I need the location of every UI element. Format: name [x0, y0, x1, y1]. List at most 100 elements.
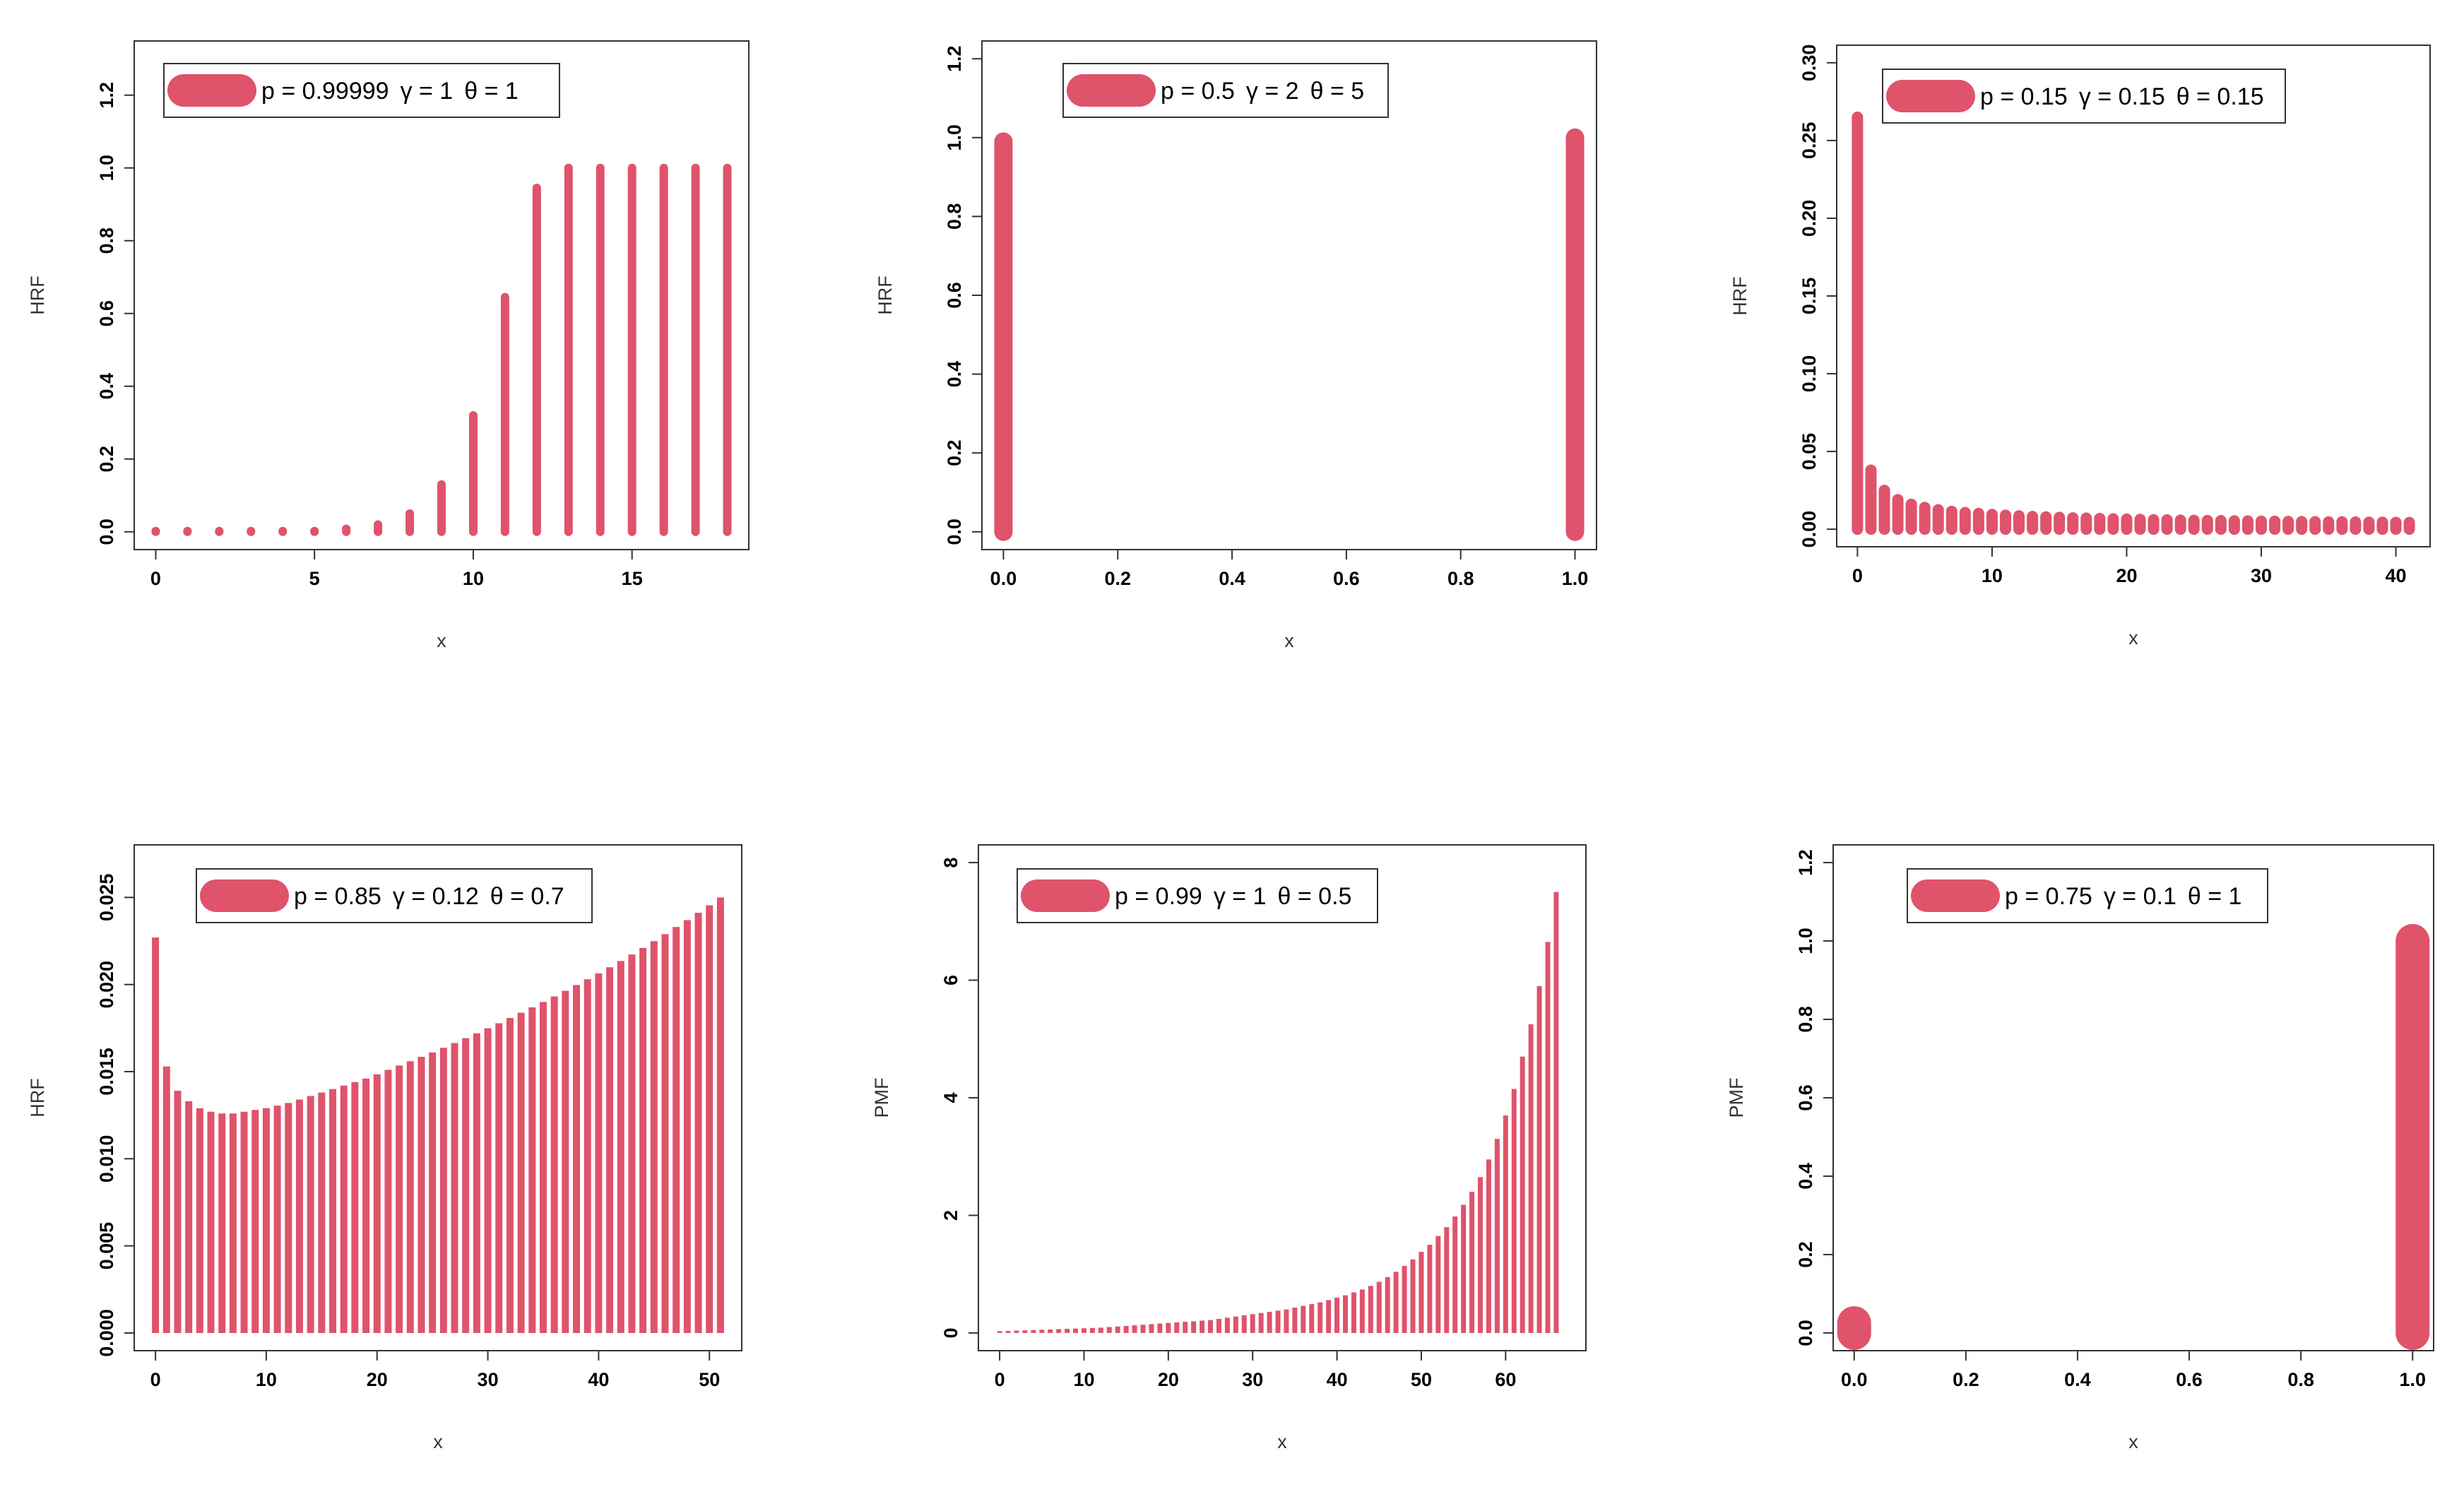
legend-theta: θ = 0.7: [490, 883, 564, 910]
legend-label: p = 0.99 γ = 1 θ = 0.5: [1115, 883, 1351, 910]
x-tick-label: 0.6: [1333, 568, 1360, 589]
legend-p: p = 0.5: [1161, 78, 1235, 105]
y-tick-label: 2: [940, 1210, 961, 1221]
y-tick-label: 1.2: [96, 82, 117, 109]
x-tick-label: 0.2: [1104, 568, 1131, 589]
legend: p = 0.15 γ = 0.15 θ = 0.15: [1882, 69, 2286, 124]
y-tick-label: 0.000: [96, 1309, 117, 1357]
x-tick-label: 10: [463, 568, 484, 589]
legend-theta: θ = 5: [1310, 78, 1365, 105]
panel-hrf-a: 0 5 10 15 0.0 0.2 0.4 0.6 0.8 1.0 1.2 x HRF p = 0.999…: [27, 40, 750, 651]
x-tick-label: 10: [1073, 1369, 1094, 1390]
x-axis-title: x: [437, 630, 446, 651]
y-tick-label: 0.2: [944, 439, 965, 466]
x-tick-label: 0: [150, 1369, 161, 1390]
legend-theta: θ = 1: [2188, 883, 2242, 910]
y-tick-label: 0.005: [96, 1222, 117, 1270]
x-tick-label: 20: [2116, 565, 2137, 586]
legend-theta: θ = 0.5: [1278, 883, 1352, 910]
x-tick-label: 0.0: [1841, 1369, 1868, 1390]
y-tick-label: 0.15: [1799, 278, 1820, 315]
y-tick-label: 0.8: [1795, 1006, 1816, 1033]
legend-label: p = 0.5 γ = 2 θ = 5: [1161, 78, 1364, 105]
x-tick-label: 50: [1411, 1369, 1432, 1390]
x-tick-label: 30: [478, 1369, 499, 1390]
x-tick-label: 50: [699, 1369, 720, 1390]
x-tick-label: 40: [1327, 1369, 1348, 1390]
y-tick-label: 0.8: [944, 203, 965, 230]
x-tick-label: 1.0: [1562, 568, 1589, 589]
y-tick-label: 1.2: [1795, 849, 1816, 876]
legend: p = 0.75 γ = 0.1 θ = 1: [1907, 868, 2268, 923]
legend-gamma: γ = 0.15: [2079, 83, 2165, 110]
x-tick-label: 30: [1242, 1369, 1263, 1390]
y-tick-label: 0.05: [1799, 433, 1820, 470]
legend-p: p = 0.75: [2005, 883, 2092, 910]
y-tick-label: 0.0: [1795, 1320, 1816, 1346]
x-tick-label: 0: [150, 568, 161, 589]
x-tick-label: 0.2: [1953, 1369, 1979, 1390]
y-tick-label: 0.2: [1795, 1241, 1816, 1268]
y-tick-label: 4: [940, 1092, 961, 1103]
x-tick-label: 20: [1158, 1369, 1179, 1390]
y-tick-label: 0.25: [1799, 122, 1820, 160]
legend: p = 0.99999 γ = 1 θ = 1: [163, 63, 560, 118]
x-axis-title: x: [433, 1431, 443, 1452]
y-tick-label: 0.4: [1795, 1163, 1816, 1190]
x-tick-label: 60: [1495, 1369, 1516, 1390]
y-tick-label: 0.4: [96, 373, 117, 400]
y-tick-label: 0.00: [1799, 511, 1820, 548]
legend-p: p = 0.85: [294, 883, 381, 910]
x-tick-label: 5: [309, 568, 320, 589]
y-tick-label: 0.025: [96, 874, 117, 922]
x-tick-label: 1.0: [2399, 1369, 2426, 1390]
x-tick-label: 10: [256, 1369, 277, 1390]
y-tick-label: 0.6: [944, 282, 965, 309]
legend: p = 0.99 γ = 1 θ = 0.5: [1017, 868, 1378, 923]
x-tick-label: 0.6: [2176, 1369, 2203, 1390]
legend-p: p = 0.99999: [261, 78, 389, 105]
panel-hrf-b: 0.0 0.2 0.4 0.6 0.8 1.0 0.0 0.2 0.4 0.6 0.8 1.0 1.2 x…: [875, 40, 1597, 651]
x-tick-label: 0.0: [990, 568, 1017, 589]
x-tick-label: 0: [1852, 565, 1863, 586]
y-tick-label: 0: [940, 1327, 961, 1338]
x-tick-label: 30: [2251, 565, 2272, 586]
x-tick-label: 40: [588, 1369, 609, 1390]
y-axis-title: HRF: [1729, 276, 1751, 316]
y-axis-title: HRF: [27, 276, 48, 315]
y-axis-title: PMF: [871, 1078, 892, 1118]
legend-gamma: γ = 1: [1214, 883, 1267, 910]
x-tick-label: 0.8: [1447, 568, 1474, 589]
y-tick-label: 0.20: [1799, 200, 1820, 237]
panel-pmf-f: 0.0 0.2 0.4 0.6 0.8 1.0 0.0 0.2 0.4 0.6 0.8 1.0 1.2 x…: [1726, 844, 2434, 1452]
y-tick-label: 1.0: [1795, 928, 1816, 954]
legend-theta: θ = 0.15: [2176, 83, 2264, 110]
y-tick-label: 0.30: [1799, 45, 1820, 82]
x-tick-label: 0: [995, 1369, 1005, 1390]
panel-pmf-e: 0 10 20 30 40 50 60 0 2 4 6 8 x PMF p = 0.99 γ = 1 θ = 0…: [871, 844, 1587, 1452]
x-tick-label: 10: [1982, 565, 2003, 586]
legend: p = 0.5 γ = 2 θ = 5: [1062, 63, 1389, 118]
y-tick-label: 0.2: [96, 446, 117, 473]
y-axis-title: HRF: [27, 1078, 48, 1118]
y-tick-label: 1.2: [944, 45, 965, 72]
y-axis-title: HRF: [875, 276, 896, 315]
y-axis-title: PMF: [1726, 1078, 1747, 1118]
x-axis-title: x: [1284, 630, 1294, 651]
y-tick-label: 0.0: [96, 519, 117, 545]
y-tick-label: 0.015: [96, 1048, 117, 1096]
x-axis-title: x: [2128, 1431, 2138, 1452]
x-tick-label: 20: [367, 1369, 388, 1390]
y-tick-label: 0.020: [96, 961, 117, 1009]
panel-hrf-c: 0 10 20 30 40 0.00 0.05 0.10 0.15 0.20 0.25 0.30 x HR…: [1729, 45, 2431, 648]
y-tick-label: 6: [940, 975, 961, 985]
legend-label: p = 0.75 γ = 0.1 θ = 1: [2005, 883, 2241, 910]
legend-label: p = 0.85 γ = 0.12 θ = 0.7: [294, 883, 564, 910]
y-tick-label: 1.0: [96, 155, 117, 182]
y-tick-label: 0.6: [96, 300, 117, 327]
y-tick-label: 1.0: [944, 124, 965, 151]
x-axis-title: x: [1277, 1431, 1287, 1452]
x-tick-label: 0.8: [2287, 1369, 2314, 1390]
